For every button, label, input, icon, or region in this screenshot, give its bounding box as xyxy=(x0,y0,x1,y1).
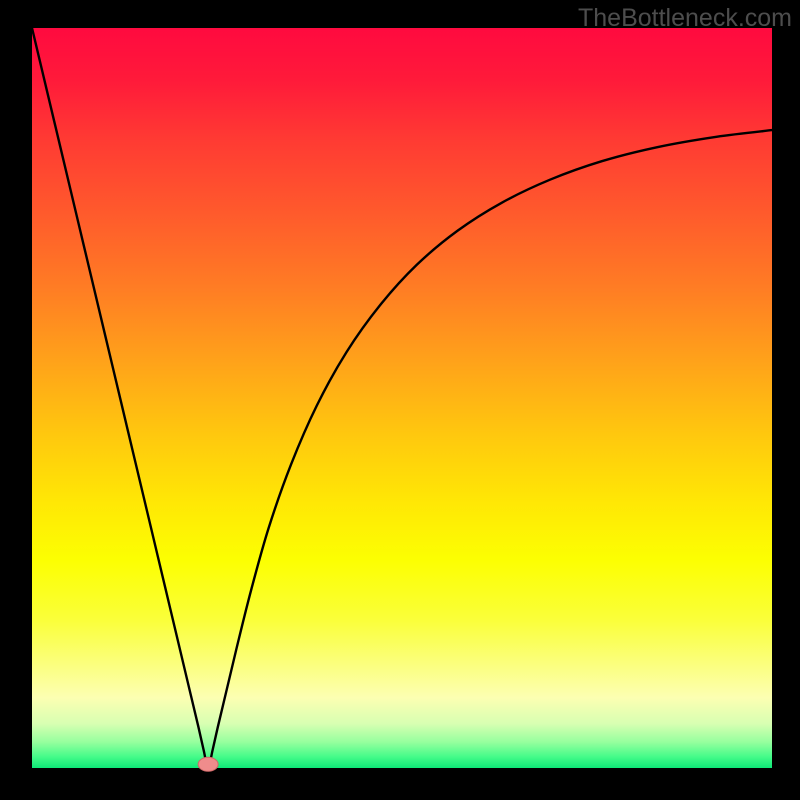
plot-background xyxy=(32,28,772,768)
chart-container: TheBottleneck.com xyxy=(0,0,800,800)
bottleneck-chart xyxy=(0,0,800,800)
optimal-point-marker xyxy=(198,757,218,771)
watermark-text: TheBottleneck.com xyxy=(578,4,792,33)
